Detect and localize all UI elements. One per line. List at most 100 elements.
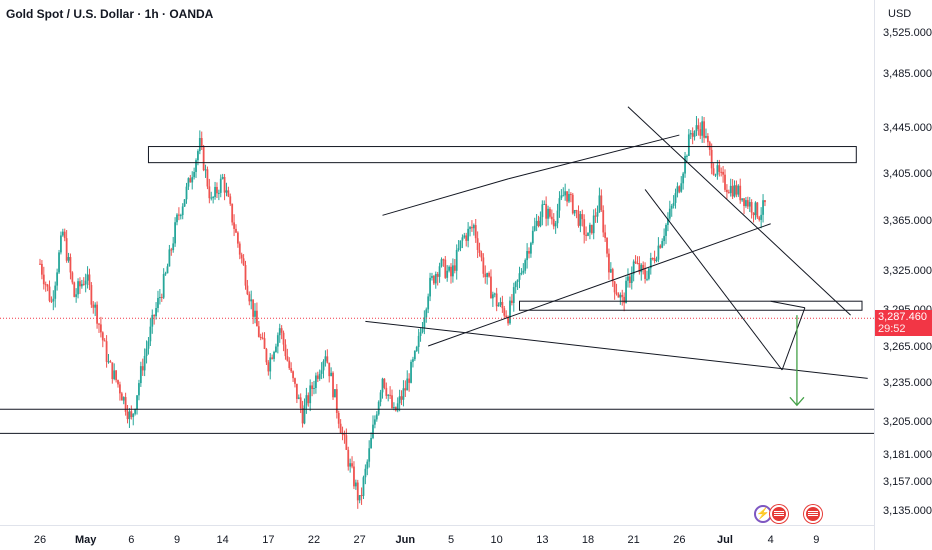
candle-body [750, 202, 753, 213]
candle-body [130, 411, 133, 418]
candle-body [246, 285, 249, 295]
candle-body [471, 227, 473, 229]
candle-body [122, 397, 125, 401]
time-tick-label: Jul [717, 534, 733, 546]
resistance-zone [519, 300, 863, 311]
candle-body [284, 344, 287, 357]
candle-body [295, 383, 298, 399]
candle-body [334, 389, 336, 398]
candle-body [657, 245, 660, 260]
candle-body [364, 468, 367, 478]
projection-arrow-head [789, 396, 805, 407]
candle-body [703, 121, 705, 138]
candle-body [166, 266, 169, 274]
candle-body [278, 328, 281, 336]
candle-body [412, 359, 414, 362]
candle-body [587, 232, 589, 236]
candle-body [520, 272, 523, 274]
candle-body [432, 276, 435, 284]
candle-body [206, 169, 209, 187]
candle-body [339, 423, 342, 434]
last-price-value: 3,287.460 [878, 311, 927, 323]
candle-body [575, 210, 578, 212]
candle-body [573, 210, 576, 214]
candle-body [533, 225, 536, 231]
candle-body [404, 388, 407, 391]
currency-label[interactable]: USD [888, 8, 912, 20]
candle-body [109, 361, 112, 363]
candle-body [77, 281, 79, 295]
symbol-title[interactable]: Gold Spot / U.S. Dollar · 1h · OANDA [6, 7, 214, 21]
candle-body [739, 185, 742, 201]
candle-body [210, 197, 213, 199]
price-tick-label: 3,135.000 [883, 505, 932, 517]
time-tick-label: 6 [128, 534, 134, 546]
candle-body [292, 371, 294, 379]
trend-line [507, 134, 680, 180]
us-flag-icon[interactable] [804, 505, 822, 523]
candle-body [722, 171, 724, 175]
us-flag-icon[interactable] [770, 505, 788, 523]
candle-body [259, 336, 262, 338]
drawing-annotations [0, 106, 874, 434]
candle-body [689, 133, 692, 135]
candle-body [619, 294, 622, 298]
candle-body [67, 257, 70, 261]
candle-body [65, 238, 68, 261]
candle-body [61, 231, 64, 236]
candle-body [233, 222, 235, 229]
candle-body [324, 356, 327, 362]
trend-line [770, 300, 806, 309]
candle-body [115, 370, 118, 381]
candle-body [151, 314, 154, 327]
candle-body [701, 121, 704, 136]
candle-body [459, 240, 462, 249]
candle-body [608, 253, 610, 273]
candle-body [429, 277, 431, 297]
time-tick-label: 14 [217, 534, 229, 546]
candle-body [541, 204, 544, 218]
candle-body [252, 299, 255, 317]
candle-body [214, 186, 216, 198]
candle-body [98, 323, 100, 325]
candle-body [446, 270, 449, 278]
candle-body [501, 301, 504, 309]
candle-body [461, 237, 464, 241]
candle-body [746, 200, 749, 207]
candle-body [493, 293, 496, 295]
candle-body [564, 191, 567, 196]
candle-body [176, 214, 178, 223]
candle-body [254, 310, 256, 317]
candle-body [406, 378, 409, 391]
candle-body [676, 186, 679, 194]
candle-body [124, 397, 127, 412]
candle-body [731, 185, 734, 197]
candle-body [661, 241, 664, 248]
candle-body [39, 263, 41, 265]
candle-body [48, 286, 51, 301]
time-tick-label: May [75, 534, 97, 546]
candle-body [419, 332, 422, 336]
candle-body [170, 249, 173, 251]
candle-body [56, 272, 59, 286]
candle-body [699, 129, 702, 136]
candle-body [505, 315, 508, 318]
candle-body [611, 269, 614, 282]
candle-body [581, 214, 584, 220]
candle-body [583, 219, 586, 235]
candle-body [183, 199, 186, 207]
candle-body [379, 392, 382, 402]
candle-body [189, 178, 192, 183]
candle-body [737, 185, 740, 195]
candle-body [606, 237, 608, 254]
candle-body [684, 155, 686, 174]
candle-body [90, 284, 93, 305]
candle-body [286, 356, 289, 361]
candle-body [280, 328, 283, 333]
candle-body [413, 350, 416, 360]
candle-body [356, 482, 359, 501]
candle-body [566, 191, 568, 202]
candle-body [476, 238, 479, 250]
candle-body [63, 231, 66, 239]
